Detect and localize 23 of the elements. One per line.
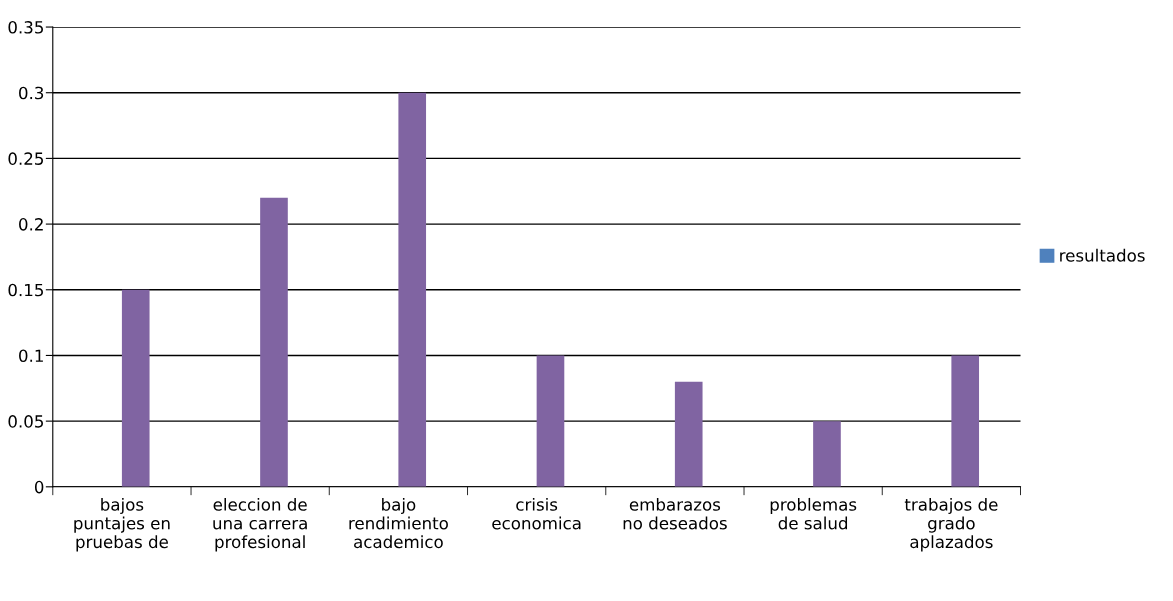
y-tick-label: 0.1 [19, 349, 43, 363]
x-tick-label: crisis economica [492, 497, 581, 530]
bar [674, 381, 703, 487]
legend-label: resultados [1060, 248, 1145, 262]
y-tick-label: 0 [34, 480, 44, 494]
y-tick-label: 0.15 [8, 283, 43, 297]
x-tick-label: embarazos no deseados [623, 497, 727, 530]
bar [813, 421, 841, 487]
y-tick-label: 0.25 [8, 152, 43, 165]
x-tick-label: problemas de salud [770, 497, 857, 530]
bar [536, 355, 565, 487]
x-tick-label: eleccion de una carrera profesional [213, 497, 307, 552]
bar [398, 92, 427, 487]
bar [121, 289, 150, 487]
x-tick-label: bajo rendimiento academico [349, 497, 448, 549]
bar [951, 355, 980, 487]
y-tick-label: 0.35 [8, 21, 43, 34]
bar [260, 197, 288, 487]
y-tick-label: 0.05 [8, 415, 43, 428]
y-tick-label: 0.3 [19, 86, 44, 100]
x-tick-label: trabajos de grado aplazados [904, 497, 998, 552]
y-tick-label: 0.2 [19, 218, 43, 231]
x-tick-label: bajos puntajes en pruebas de [74, 497, 170, 552]
